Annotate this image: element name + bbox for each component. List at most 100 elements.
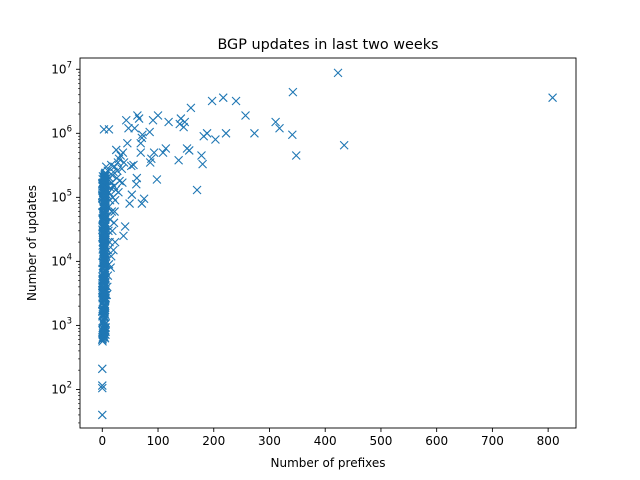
data-point bbox=[548, 93, 557, 103]
data-point bbox=[271, 117, 281, 127]
data-point bbox=[149, 148, 159, 157]
data-point bbox=[100, 207, 110, 216]
data-point bbox=[103, 271, 113, 280]
data-point bbox=[186, 103, 196, 113]
data-point bbox=[124, 123, 133, 133]
data-point bbox=[174, 155, 184, 165]
data-point bbox=[198, 159, 207, 169]
data-point bbox=[125, 199, 134, 208]
data-point bbox=[122, 138, 132, 148]
data-point bbox=[218, 93, 228, 103]
data-point bbox=[199, 131, 209, 141]
data-point bbox=[333, 68, 343, 78]
data-point bbox=[148, 115, 158, 125]
data-point bbox=[101, 162, 111, 172]
x-tick-label: 800 bbox=[537, 434, 560, 448]
data-point bbox=[99, 173, 109, 183]
data-point bbox=[106, 160, 116, 170]
x-tick-label: 500 bbox=[369, 434, 392, 448]
x-tick-label: 400 bbox=[314, 434, 337, 448]
data-point bbox=[129, 160, 138, 170]
x-tick-label: 0 bbox=[98, 434, 106, 448]
axes-frame bbox=[79, 57, 577, 429]
data-point bbox=[99, 181, 108, 191]
data-point bbox=[113, 158, 123, 167]
data-point bbox=[138, 130, 147, 140]
data-point bbox=[231, 96, 241, 106]
data-point bbox=[136, 138, 146, 148]
data-point bbox=[100, 240, 110, 250]
data-point bbox=[241, 111, 250, 120]
data-point bbox=[100, 222, 109, 231]
data-point bbox=[99, 195, 109, 205]
chart-title: BGP updates in last two weeks bbox=[217, 37, 438, 53]
data-point bbox=[288, 87, 298, 97]
data-point bbox=[137, 133, 147, 143]
data-point bbox=[97, 410, 107, 420]
data-point bbox=[99, 125, 109, 134]
data-point bbox=[131, 179, 141, 189]
data-point bbox=[98, 304, 108, 314]
data-point bbox=[339, 140, 349, 150]
data-point bbox=[99, 247, 108, 257]
x-tick-label: 600 bbox=[425, 434, 448, 448]
data-point bbox=[221, 128, 231, 138]
data-point bbox=[97, 383, 107, 393]
data-point bbox=[100, 309, 109, 319]
data-point bbox=[99, 276, 109, 286]
data-point bbox=[101, 293, 111, 303]
data-point bbox=[291, 151, 301, 160]
data-point bbox=[192, 185, 202, 195]
x-tick-label: 200 bbox=[202, 434, 225, 448]
data-point bbox=[102, 290, 112, 300]
data-point bbox=[127, 190, 137, 200]
data-point bbox=[120, 222, 130, 231]
data-point bbox=[98, 228, 108, 238]
data-point bbox=[100, 295, 110, 305]
x-tick-label: 700 bbox=[481, 434, 504, 448]
data-point bbox=[152, 175, 162, 184]
data-point bbox=[103, 245, 113, 255]
x-tick-label: 100 bbox=[147, 434, 170, 448]
data-point bbox=[98, 333, 108, 342]
data-point bbox=[275, 123, 284, 133]
data-point bbox=[105, 237, 114, 247]
data-point bbox=[207, 96, 217, 106]
data-point bbox=[182, 144, 192, 153]
data-point bbox=[287, 130, 297, 140]
data-point bbox=[164, 117, 174, 127]
data-point bbox=[161, 144, 171, 153]
data-point bbox=[104, 259, 114, 269]
data-point bbox=[136, 148, 146, 157]
data-point bbox=[97, 381, 107, 390]
data-point bbox=[100, 171, 110, 180]
data-point bbox=[133, 111, 142, 120]
data-point bbox=[197, 151, 206, 160]
data-point bbox=[121, 115, 131, 125]
x-tick-label: 300 bbox=[258, 434, 281, 448]
data-point bbox=[250, 128, 259, 138]
data-point bbox=[117, 164, 127, 174]
data-point bbox=[97, 364, 107, 374]
data-point bbox=[145, 158, 155, 167]
data-point bbox=[110, 207, 119, 216]
data-point bbox=[145, 127, 155, 137]
data-marks bbox=[97, 68, 557, 420]
data-point bbox=[139, 194, 149, 204]
x-axis: 0 100 200 300 400 500 600 700 800 bbox=[98, 428, 560, 448]
data-point bbox=[98, 192, 108, 202]
data-point bbox=[119, 158, 129, 167]
data-point bbox=[130, 123, 140, 133]
data-point bbox=[175, 119, 185, 129]
data-point bbox=[102, 190, 112, 200]
y-axis-label: Number of updates bbox=[25, 185, 39, 301]
data-point bbox=[211, 135, 220, 144]
data-point bbox=[176, 114, 186, 123]
data-point bbox=[119, 231, 128, 241]
data-point bbox=[158, 148, 168, 157]
data-point bbox=[102, 212, 112, 222]
data-point bbox=[117, 178, 127, 187]
data-point bbox=[111, 145, 121, 155]
data-point bbox=[99, 212, 108, 222]
